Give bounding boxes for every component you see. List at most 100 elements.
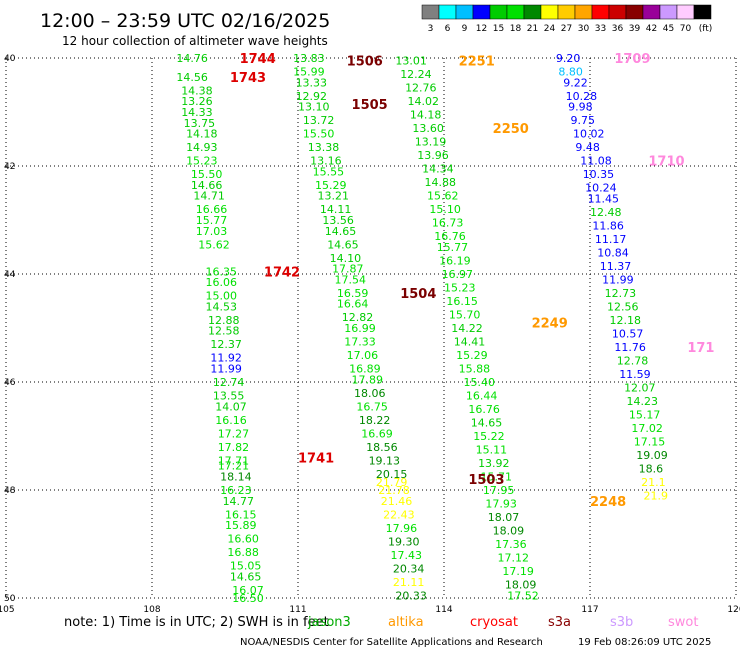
- wave-height-value: 13.10: [298, 101, 330, 114]
- satellite-legend-item: altika: [388, 615, 424, 630]
- wave-height-value: 16.16: [215, 414, 247, 427]
- wave-height-value: 20.33: [395, 589, 427, 602]
- wave-height-value: 14.10: [330, 252, 362, 265]
- wave-height-value: 15.23: [186, 155, 218, 168]
- wave-height-value: 12.73: [605, 287, 637, 300]
- wave-height-value: 14.33: [181, 106, 213, 119]
- wave-height-value: 14.38: [181, 84, 213, 97]
- wave-height-value: 21.1: [641, 476, 666, 489]
- wave-height-value: 16.15: [446, 295, 478, 308]
- wave-height-value: 16.99: [344, 322, 376, 335]
- wave-height-value: 9.22: [563, 76, 588, 89]
- wave-height-value: 13.96: [417, 149, 449, 162]
- wave-height-value: 11.59: [619, 368, 651, 381]
- footer-note: note: 1) Time is in UTC; 2) SWH is in fe…: [64, 615, 329, 630]
- wave-height-value: 16.69: [361, 427, 393, 440]
- wave-height-value: 14.88: [425, 176, 457, 189]
- grid-lines: [5, 57, 737, 599]
- wave-height-value: 10.57: [612, 327, 644, 340]
- wave-height-value: 19.09: [636, 449, 668, 462]
- wave-height-value: 11.45: [588, 192, 620, 205]
- wave-height-value: 17.03: [196, 225, 228, 238]
- x-tick-label: 105: [0, 605, 15, 615]
- wave-height-value: 16.35: [206, 265, 238, 278]
- y-tick-label: 50: [4, 594, 16, 604]
- x-tick-label: 114: [435, 605, 452, 615]
- wave-height-value: 15.62: [198, 238, 230, 251]
- pass-number-label: 2249: [532, 317, 568, 332]
- satellite-legend: jason3 altika cryosat s3a s3b swot: [307, 615, 698, 630]
- wave-height-value: 10.35: [583, 168, 615, 181]
- wave-height-value: 13.60: [412, 122, 444, 135]
- pass-number-label: 2250: [493, 122, 529, 137]
- wave-height-value: 17.02: [631, 422, 663, 435]
- wave-height-value: 15.70: [449, 309, 481, 322]
- wave-height-value: 17.89: [352, 373, 384, 386]
- wave-height-value: 18.06: [354, 387, 386, 400]
- wave-height-value: 15.88: [459, 363, 491, 376]
- wave-height-value: 13.92: [478, 457, 510, 470]
- satellite-legend-item: cryosat: [470, 615, 518, 630]
- wave-height-value: 14.34: [422, 163, 454, 176]
- wave-height-value: 11.76: [614, 341, 646, 354]
- wave-height-value: 16.97: [442, 268, 474, 281]
- colorbar-label: 27: [561, 24, 572, 34]
- wave-height-value: 15.29: [456, 349, 488, 362]
- wave-height-value: 16.06: [206, 276, 238, 289]
- wave-height-value: 17.95: [483, 484, 515, 497]
- colorbar-swatch: [693, 4, 712, 20]
- wave-height-value: 15.11: [476, 444, 508, 457]
- wave-height-value: 17.87: [332, 263, 364, 276]
- wave-height-value: 15.17: [629, 408, 661, 421]
- pass-number-label: 1709: [614, 52, 650, 67]
- wave-height-value: 14.22: [451, 322, 483, 335]
- y-tick-label: 44: [4, 270, 16, 280]
- wave-height-value: 16.89: [349, 363, 381, 376]
- wave-height-value: 14.65: [471, 417, 503, 430]
- pass-number-label: 1741: [298, 452, 334, 467]
- colorbar-swatch: [472, 4, 491, 20]
- wave-height-value: 17.52: [507, 589, 539, 602]
- wave-height-value: 17.21: [218, 460, 250, 473]
- wave-height-value: 14.71: [193, 190, 225, 203]
- wave-height-value: 9.75: [571, 114, 596, 127]
- colorbar-swatch: [523, 4, 542, 20]
- wave-height-value: 15.55: [313, 165, 345, 178]
- wave-height-value: 15.10: [429, 203, 461, 216]
- colorbar-label: 12: [476, 24, 487, 34]
- wave-height-value: 17.36: [495, 538, 526, 551]
- pass-number-label: 1504: [400, 287, 436, 302]
- colorbar-label: 21: [527, 24, 538, 34]
- y-tick-label: 40: [4, 54, 16, 64]
- wave-height-value: 11.99: [602, 273, 634, 286]
- pass-number-label: 1742: [264, 265, 300, 280]
- colorbar-swatch: [557, 4, 576, 20]
- wave-height-value: 15.77: [196, 214, 228, 227]
- colorbar-swatch: [591, 4, 610, 20]
- wave-height-value: 14.11: [320, 203, 352, 216]
- satellite-legend-item: s3a: [548, 615, 571, 630]
- wave-height-value: 15.50: [303, 128, 335, 141]
- colorbar-swatch: [506, 4, 525, 20]
- wave-height-value: 15.50: [191, 168, 223, 181]
- wave-height-value: 18.6: [639, 462, 664, 475]
- wave-height-value: 17.06: [347, 349, 379, 362]
- wave-height-value: 19.13: [369, 454, 401, 467]
- wave-height-value: 12.76: [405, 82, 437, 95]
- colorbar-swatch: [489, 4, 508, 20]
- wave-height-value: 15.29: [315, 179, 347, 192]
- colorbar-label: 42: [646, 24, 657, 34]
- wave-height-value: 17.96: [386, 522, 418, 535]
- wave-height-value: 16.23: [220, 484, 252, 497]
- wave-height-value: 8.80: [558, 66, 583, 79]
- colorbar-swatch: [438, 4, 457, 20]
- wave-height-value: 22.43: [383, 508, 415, 521]
- wave-height-value: 14.93: [186, 141, 218, 154]
- colorbar-label: 33: [595, 24, 606, 34]
- wave-height-value: 13.01: [395, 55, 427, 68]
- wave-height-value: 12.24: [400, 68, 432, 81]
- wave-height-value: 15.23: [444, 282, 476, 295]
- wave-height-value: 16.76: [434, 230, 466, 243]
- wave-height-value: 13.75: [184, 117, 216, 130]
- plot-area: 105 108 111 114 117 120 40 42 44 46 48 50 14.76 14.5…: [0, 52, 740, 615]
